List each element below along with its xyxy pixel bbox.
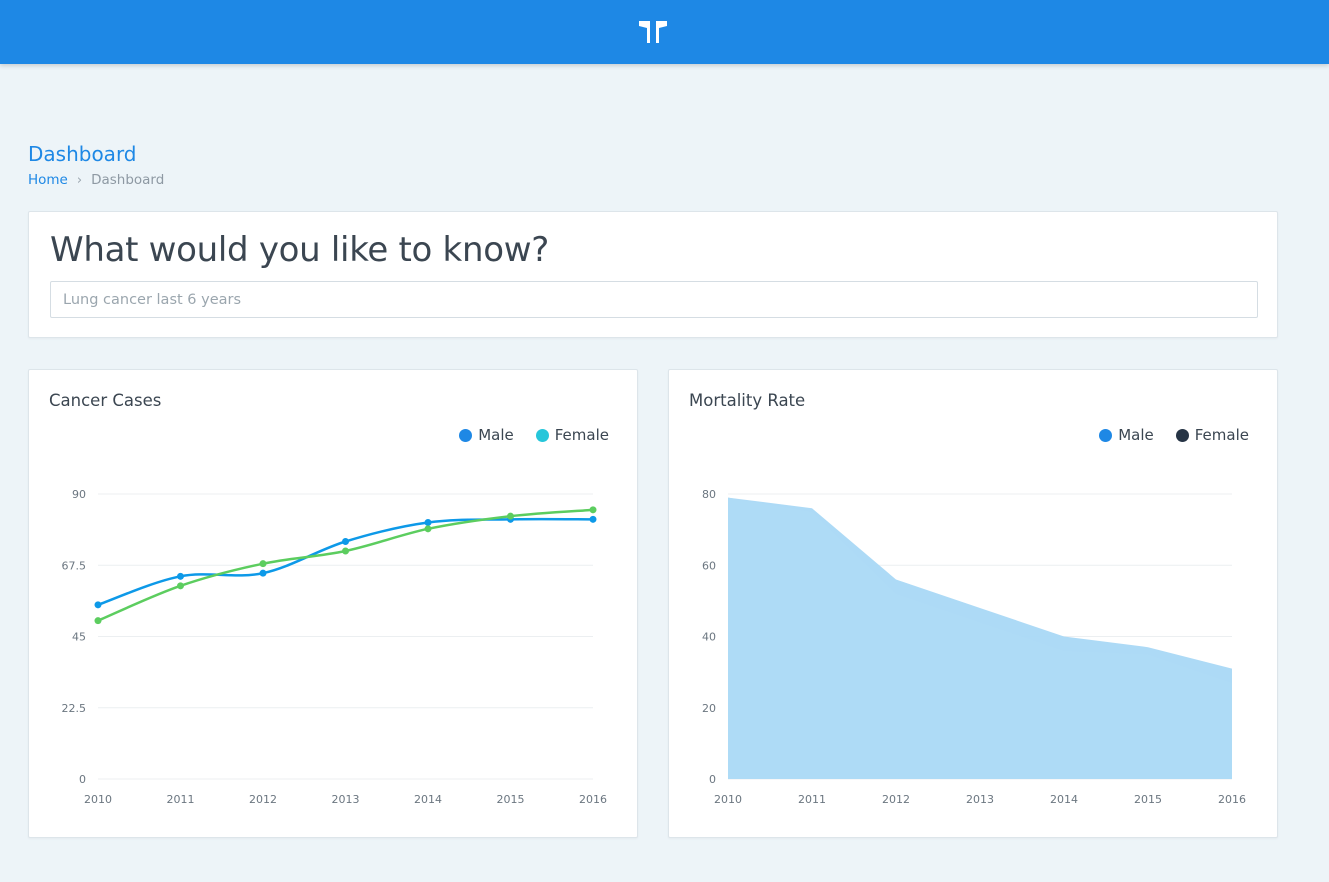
- legend-label-female: Female: [554, 426, 609, 444]
- x-tick-label: 2016: [1218, 793, 1246, 806]
- mortality-rate-legend: Male Female: [1099, 426, 1249, 444]
- mortality-rate-card: Mortality Rate Male Female 0 20 40 60 80 2010…: [668, 369, 1278, 838]
- data-point-male[interactable]: [259, 569, 267, 577]
- legend-dot-male: [1099, 428, 1113, 442]
- legend-dot-male: [459, 428, 473, 442]
- data-point-female[interactable]: [177, 582, 184, 590]
- legend-item-female[interactable]: Female: [535, 426, 609, 444]
- line-series-male[interactable]: [97, 517, 594, 607]
- x-tick-label: 2013: [966, 793, 994, 806]
- breadcrumb-home-link[interactable]: Home: [28, 172, 68, 188]
- x-tick-label: 2012: [249, 793, 277, 806]
- data-point-female[interactable]: [342, 547, 349, 555]
- data-point-male[interactable]: [177, 572, 184, 580]
- x-tick-label: 2013: [332, 793, 360, 806]
- y-tick-label: 60: [702, 559, 716, 572]
- data-point-male[interactable]: [94, 601, 102, 609]
- legend-label-female: Female: [1194, 426, 1249, 444]
- legend-dot-female: [1175, 428, 1189, 442]
- chevron-right-icon: ›: [76, 172, 83, 188]
- legend-item-male[interactable]: Male: [459, 426, 514, 444]
- data-point-female[interactable]: [507, 512, 514, 520]
- x-tick-label: 2014: [414, 793, 442, 806]
- data-point-male[interactable]: [342, 538, 349, 545]
- data-point-female[interactable]: [259, 560, 267, 568]
- data-point-male[interactable]: [424, 519, 432, 526]
- x-tick-label: 2011: [798, 793, 826, 806]
- legend-dot-female: [535, 428, 549, 442]
- x-tick-label: 2010: [714, 793, 742, 806]
- cancer-cases-card: Cancer Cases Male Female 0 22.5 45 67.5 90 20…: [28, 369, 638, 838]
- data-point-male[interactable]: [589, 515, 597, 523]
- x-tick-label: 2014: [1050, 793, 1078, 806]
- mortality-rate-title: Mortality Rate: [689, 391, 806, 410]
- y-tick-label: 0: [79, 773, 86, 786]
- y-tick-label: 80: [702, 488, 716, 501]
- x-tick-label: 2012: [882, 793, 910, 806]
- top-navbar: [0, 0, 1329, 64]
- breadcrumb: Home › Dashboard: [28, 172, 164, 188]
- question-card: What would you like to know?: [28, 211, 1278, 338]
- legend-label-male: Male: [1118, 426, 1154, 444]
- data-point-female[interactable]: [424, 525, 432, 533]
- x-tick-label: 2011: [167, 793, 195, 806]
- legend-item-female[interactable]: Female: [1175, 426, 1249, 444]
- y-tick-label: 40: [702, 631, 716, 644]
- y-tick-label: 45: [72, 631, 86, 644]
- x-tick-label: 2010: [84, 793, 112, 806]
- data-point-female[interactable]: [589, 506, 597, 514]
- x-tick-label: 2016: [579, 793, 607, 806]
- question-input[interactable]: [50, 281, 1258, 318]
- cancer-cases-chart: 0 22.5 45 67.5 90 2010 2011 2012 2013 2014 2015 201…: [62, 488, 608, 806]
- y-tick-label: 0: [709, 773, 716, 786]
- question-heading: What would you like to know?: [50, 230, 549, 270]
- y-tick-label: 20: [702, 702, 716, 715]
- cancer-cases-title: Cancer Cases: [49, 391, 162, 410]
- legend-item-male[interactable]: Male: [1099, 426, 1154, 444]
- x-tick-label: 2015: [497, 793, 525, 806]
- y-tick-label: 22.5: [62, 702, 87, 715]
- data-point-female[interactable]: [94, 617, 102, 625]
- cancer-cases-legend: Male Female: [459, 426, 609, 444]
- area-series-female[interactable]: [728, 497, 1232, 779]
- breadcrumb-current: Dashboard: [91, 172, 165, 188]
- x-tick-label: 2015: [1134, 793, 1162, 806]
- y-tick-label: 90: [72, 488, 86, 501]
- brand-logo-icon[interactable]: [637, 18, 669, 46]
- mortality-rate-chart: 0 20 40 60 80 2010 2011 2012 2013 2014 2015 2016: [702, 488, 1246, 806]
- y-tick-label: 67.5: [62, 559, 87, 572]
- legend-label-male: Male: [478, 426, 514, 444]
- page-title: Dashboard: [28, 142, 137, 166]
